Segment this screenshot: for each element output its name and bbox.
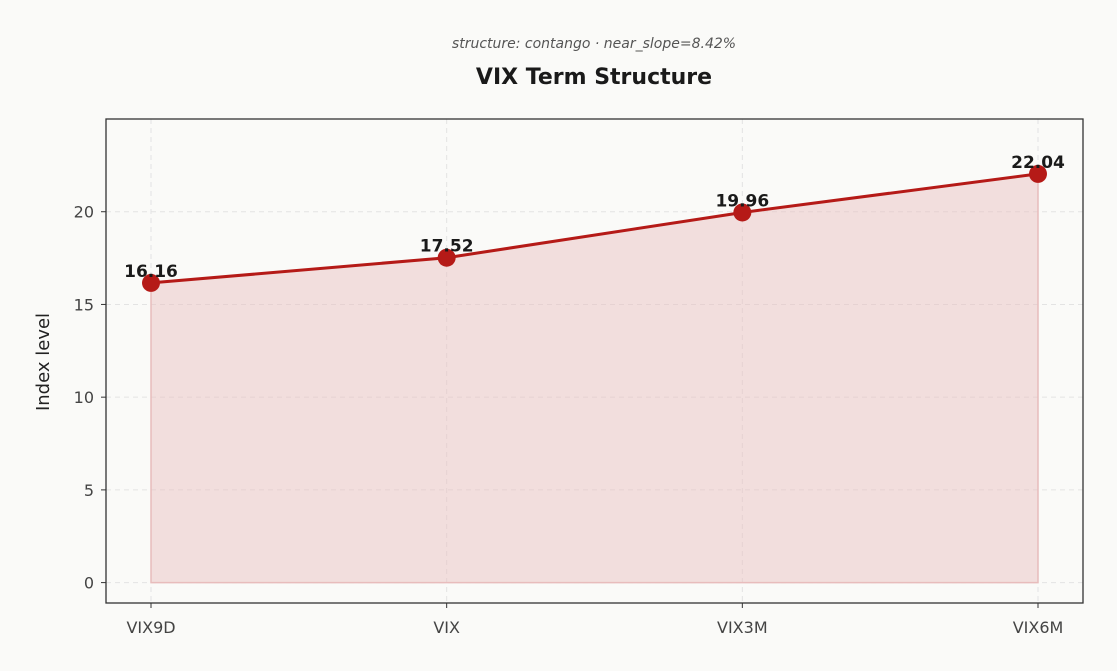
data-label: 17.52 [420,237,474,257]
data-point [437,248,456,267]
y-tick-label: 0 [84,574,94,593]
data-point [142,273,160,292]
data-label: 16.16 [124,262,178,282]
x-tick-label: VIX [433,618,460,637]
x-tick-label: VIX9D [126,618,175,637]
y-axis-label: Index level [33,313,54,411]
y-tick-label: 20 [74,203,94,222]
y-tick-label: 15 [74,295,94,314]
series-line [150,172,1039,285]
chart-subtitle: structure: contango · near_slope=8.42% [452,36,736,52]
y-tick-label: 10 [74,388,94,407]
data-label-layer: 16.16 17.52 19.96 22.04 [124,153,1065,282]
marker-layer [142,164,1047,292]
x-tick-label: VIX3M [717,618,768,637]
series-line-layer [150,172,1039,285]
data-label: 19.96 [715,191,769,211]
x-tick-label: VIX6M [1013,618,1064,637]
tick-layer: 0 5 10 15 20 VIX9D VIX VIX3M VIX6M [74,203,1064,637]
data-label: 22.04 [1011,153,1065,173]
y-tick-label: 5 [84,481,94,500]
plot-frame [105,118,1084,604]
chart-title: VIX Term Structure [476,65,712,90]
data-point [733,203,752,222]
data-point [1029,164,1047,183]
